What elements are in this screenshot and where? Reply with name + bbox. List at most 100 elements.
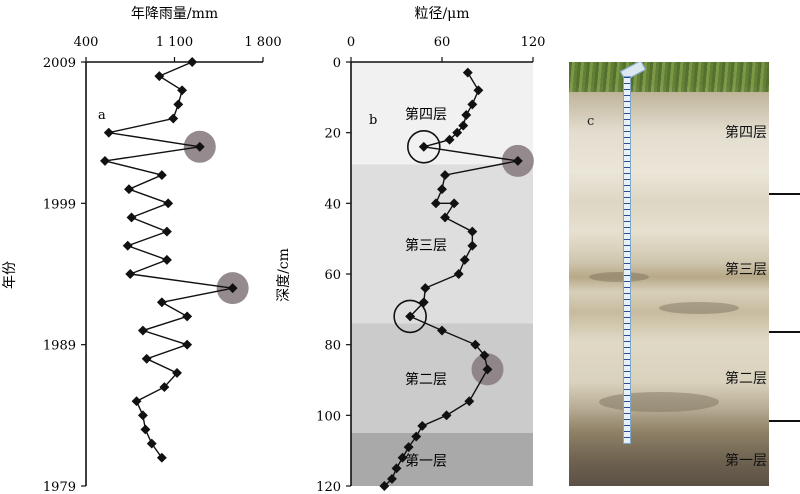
chart-a-data-point [154,71,165,82]
chart-b-data-point [403,442,414,453]
chart-a-data-point [156,297,167,308]
chart-a-data-point [100,155,110,166]
chart-a-x-tick-label: 1 800 [244,35,281,50]
chart-b-y-tick-label: 120 [316,480,341,494]
photo-layer-label-3: 第三层 [725,262,767,278]
chart-b-series-line [383,72,518,487]
chart-b-data-point [387,473,397,484]
chart-b-data-point [479,350,490,361]
chart-a-data-point [163,198,174,209]
chart-a-data-point [141,353,152,364]
chart-a-data-point [161,254,172,265]
chart-b-data-point [430,198,441,209]
chart-b-data-point [482,364,493,375]
chart-b-x-tick-label: 120 [521,35,546,50]
chart-b-data-point [418,297,429,308]
chart-b-data-point [464,396,475,407]
chart-b-data-point [470,339,481,350]
chart-b-data-point [391,463,402,474]
chart-a-y-tick-label: 1989 [43,339,76,354]
chart-a-data-point [124,184,134,195]
chart-a-data-point [159,382,170,393]
chart-a-data-point [137,410,148,421]
chart-a-data-point [146,438,157,449]
chart-a-data-point [125,269,136,279]
chart-b-layer-label: 第三层 [405,237,447,254]
soil-profile-photo: c [569,62,769,486]
chart-b-data-point [420,283,431,294]
chart-b-y-tick-label: 80 [324,339,341,354]
chart-b-y-tick-label: 40 [324,197,341,212]
chart-a-data-point [168,113,179,124]
chart-a-x-tick-label: 400 [74,35,99,50]
chart-a-data-point [173,99,184,110]
photo-layer-label-2: 第二层 [725,371,767,387]
chart-b-layer-band [351,433,533,486]
chart-a-data-point [172,367,182,378]
chart-b-layer-band [351,323,533,433]
chart-a-data-point [126,212,137,223]
chart-a-data-point [156,452,167,463]
chart-a-title: 年降雨量/mm [131,6,218,22]
chart-b-y-tick-label: 100 [316,409,341,424]
chart-b-data-point [449,198,460,209]
chart-a-data-point [161,226,172,237]
chart-b-y-label: 深度/cm [276,248,292,302]
chart-b-panel-label: b [369,113,377,128]
chart-b-data-point [467,226,478,237]
chart-b-layer-label: 第二层 [405,371,447,388]
chart-a-data-point [194,141,205,152]
chart-a-data-point [187,57,198,67]
chart-a-y-tick-label: 1999 [43,197,76,212]
chart-a-data-point [182,311,193,322]
chart-b-title: 粒径/μm [414,6,469,22]
photo-layer-label-1: 第一层 [725,453,767,469]
chart-b-data-point [437,184,447,195]
chart-b-x-tick-label: 60 [434,35,451,50]
chart-a-data-point [140,424,151,435]
chart-b-data-point [512,155,523,166]
chart-b-data-point [418,141,429,152]
chart-a-rainfall: 年降雨量/mm 400 1 100 1 800 2009 1999 1989 1979 年份 a [2,6,282,494]
chart-a-data-point [177,85,188,96]
chart-b-open-circle-marker [393,299,427,334]
chart-b-data-point [453,269,464,279]
chart-b-y-tick-label: 60 [324,268,341,283]
chart-a-y-tick-label: 2009 [43,56,76,71]
chart-b-data-point [437,325,447,336]
chart-b-data-point [444,134,455,145]
chart-b-x-tick-label: 0 [347,35,355,50]
chart-a-data-point [227,283,238,294]
panel-label-c: c [587,114,595,129]
chart-b-data-point [452,127,463,138]
chart-b-y-tick-label: 20 [324,127,341,142]
grass-surface [569,62,769,92]
photo-layer-label-4: 第四层 [725,125,767,141]
chart-b-data-point [397,452,408,463]
chart-b-y-tick-label: 0 [333,56,341,71]
chart-a-data-point [182,339,193,350]
measuring-ruler [623,76,631,444]
chart-a-data-point [103,127,114,138]
chart-b-data-point [459,254,470,265]
chart-b-layer-band [351,62,533,165]
chart-b-data-point [379,481,390,491]
chart-a-y-tick-label: 1979 [43,480,76,494]
chart-a-y-label: 年份 [2,261,18,289]
chart-b-data-point [405,311,416,322]
chart-b-data-point [467,240,478,251]
soil-texture [599,392,719,412]
chart-b-data-point [440,170,450,181]
chart-b-layer-label: 第一层 [405,453,447,470]
chart-b-layer-label: 第四层 [405,106,447,123]
chart-a-data-point [131,396,142,407]
chart-a-data-point [122,240,133,251]
chart-b-data-point [441,410,452,421]
chart-a-panel-label: a [98,108,106,123]
chart-b-data-point [411,431,422,442]
chart-b-data-point [417,420,428,431]
chart-a-x-tick-label: 1 100 [156,35,193,50]
chart-a-data-point [137,325,148,336]
